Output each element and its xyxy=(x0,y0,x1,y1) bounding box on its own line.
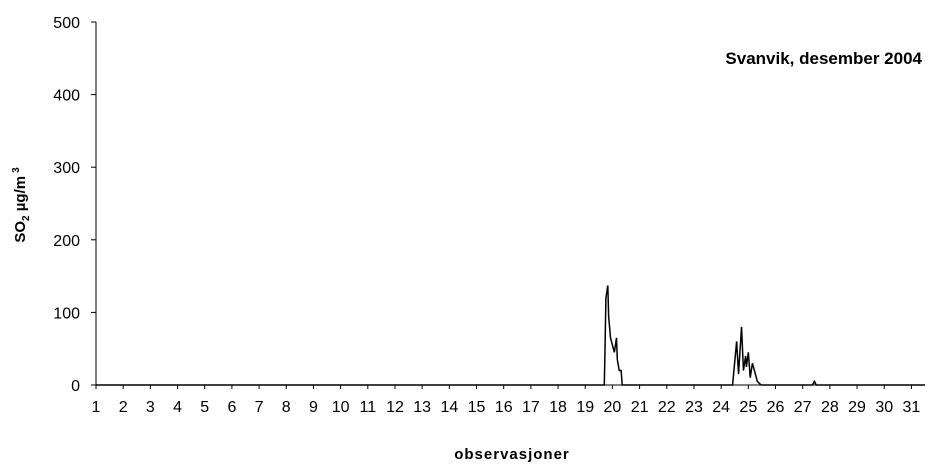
x-tick-label: 16 xyxy=(495,399,513,416)
data-line xyxy=(96,285,925,386)
x-tick-label: 31 xyxy=(903,399,921,416)
x-tick-label: 28 xyxy=(821,399,839,416)
x-tick-label: 2 xyxy=(119,399,128,416)
x-tick-label: 27 xyxy=(794,399,812,416)
x-tick-label: 26 xyxy=(767,399,785,416)
y-tick-label: 200 xyxy=(53,233,80,250)
chart-annotation: Svanvik, desember 2004 xyxy=(725,49,922,68)
y-label-main: SO xyxy=(12,221,29,243)
y-tick-label: 500 xyxy=(53,15,80,32)
x-tick-label: 25 xyxy=(739,399,757,416)
x-tick-label: 13 xyxy=(413,399,431,416)
x-tick-label: 8 xyxy=(282,399,291,416)
x-tick-label: 19 xyxy=(576,399,594,416)
x-tick-label: 11 xyxy=(359,399,376,416)
x-tick-label: 9 xyxy=(309,399,318,416)
x-tick-label: 10 xyxy=(332,399,350,416)
x-tick-label: 29 xyxy=(848,399,866,416)
y-label-sup: 3 xyxy=(11,167,22,173)
x-tick-label: 15 xyxy=(468,399,486,416)
y-tick-label: 100 xyxy=(53,305,80,322)
x-tick-label: 5 xyxy=(200,399,209,416)
x-tick-label: 20 xyxy=(604,399,622,416)
x-tick-label: 30 xyxy=(875,399,893,416)
x-tick-label: 23 xyxy=(685,399,703,416)
y-tick-label: 300 xyxy=(53,160,80,177)
y-tick-label: 0 xyxy=(71,378,80,395)
x-tick-label: 18 xyxy=(549,399,567,416)
x-tick-label: 14 xyxy=(440,399,458,416)
x-tick-label: 3 xyxy=(146,399,155,416)
x-tick-label: 17 xyxy=(522,399,540,416)
x-tick-label: 24 xyxy=(712,399,730,416)
x-tick-label: 22 xyxy=(658,399,676,416)
y-label-unit: µg/m xyxy=(12,176,29,215)
x-tick-label: 7 xyxy=(255,399,264,416)
x-tick-label: 21 xyxy=(631,399,649,416)
x-tick-label: 1 xyxy=(92,399,101,416)
x-tick-label: 4 xyxy=(173,399,182,416)
y-axis-label: SO2 µg/m 3 xyxy=(11,167,32,243)
y-tick-label: 400 xyxy=(53,88,80,105)
y-label-sub: 2 xyxy=(21,215,32,221)
x-axis-label: observasjoner xyxy=(454,446,570,463)
x-tick-label: 12 xyxy=(386,399,404,416)
x-tick-label: 6 xyxy=(227,399,236,416)
